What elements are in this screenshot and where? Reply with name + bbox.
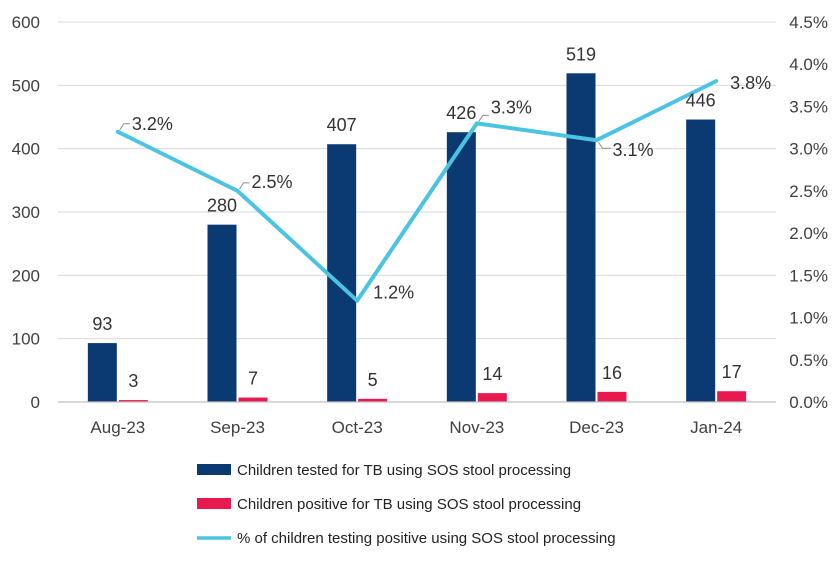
line-point-label: 3.3% (491, 97, 532, 117)
bar-tested-label: 93 (92, 314, 112, 334)
data-labels: 93 280 407 426 519 446 3 7 5 14 16 17 3.2% 2.5% 1.2% 3.… (92, 44, 771, 391)
legend-entry: Children positive for TB using SOS stool… (237, 496, 581, 513)
legend: Children tested for TB using SOS stool p… (197, 462, 616, 547)
legend-swatch (197, 498, 231, 509)
bar-tested-label: 280 (207, 196, 237, 216)
right-axis-tick-label: 3.0% (789, 140, 828, 159)
x-axis-category-label: Dec-23 (569, 418, 624, 437)
bar-tested (446, 132, 476, 402)
right-axis-tick-label: 0.5% (789, 351, 828, 370)
line-point-label: 1.2% (373, 283, 414, 303)
bar-positive-label: 14 (482, 364, 502, 384)
legend-entry: Children tested for TB using SOS stool p… (237, 462, 571, 479)
percent-line-path (115, 79, 719, 303)
left-axis-tick-label: 0 (31, 393, 40, 412)
right-axis-tick-label: 2.5% (789, 182, 828, 201)
line-point-label: 3.8% (730, 73, 771, 93)
left-axis-tick-label: 500 (12, 76, 40, 95)
bar-positive (118, 400, 148, 402)
bar-positive-label: 5 (368, 370, 378, 390)
axes: 0 100 200 300 400 500 600 0.0% 0.5% 1.0% 1.5% 2.0% 2… (12, 13, 828, 437)
bar-positive (238, 397, 268, 402)
right-axis-tick-label: 1.0% (789, 309, 828, 328)
line-label-leader (598, 141, 611, 149)
bar-positive-label: 3 (128, 371, 138, 391)
bar-tested (87, 343, 117, 402)
line-point-label: 2.5% (252, 172, 293, 192)
left-axis-tick-label: 300 (12, 203, 40, 222)
bar-positive-label: 17 (722, 362, 742, 382)
bar-positive-label: 16 (602, 363, 622, 383)
left-axis-tick-label: 100 (12, 330, 40, 349)
bar-positive (358, 398, 388, 402)
line-point-label: 3.2% (132, 114, 173, 134)
gridlines (58, 21, 776, 340)
x-axis-category-label: Sep-23 (210, 418, 265, 437)
bar-tested (207, 224, 237, 402)
left-axis-tick-label: 400 (12, 140, 40, 159)
x-axis-category-label: Jan-24 (690, 418, 742, 437)
line-label-leader (239, 182, 250, 190)
bar-tested (686, 119, 716, 403)
right-axis-tick-label: 4.0% (789, 55, 828, 74)
bar-tested-label: 519 (566, 44, 596, 64)
bar-tested-label: 446 (686, 91, 716, 111)
bar-positive-label: 7 (248, 369, 258, 389)
right-axis-tick-label: 0.0% (789, 393, 828, 412)
right-axis-tick-label: 3.5% (789, 97, 828, 116)
right-axis-tick-label: 1.5% (789, 266, 828, 285)
bar-tested (566, 73, 596, 403)
percent-line (115, 79, 719, 303)
x-axis-category-label: Oct-23 (332, 418, 383, 437)
left-axis-tick-label: 600 (12, 13, 40, 32)
legend-swatch (197, 464, 231, 475)
bar-tested-label: 426 (446, 103, 476, 123)
legend-entry: % of children testing positive using SOS… (237, 530, 616, 547)
right-axis-tick-label: 4.5% (789, 13, 828, 32)
left-axis-tick-label: 200 (12, 266, 40, 285)
x-axis-category-label: Aug-23 (90, 418, 145, 437)
x-axis-category-label: Nov-23 (449, 418, 504, 437)
line-point-label: 3.1% (613, 140, 654, 160)
right-axis-tick-label: 2.0% (789, 224, 828, 243)
line-label-leader (119, 123, 130, 131)
bar-tested (327, 144, 357, 402)
bar-tested-label: 407 (327, 115, 357, 135)
bar-positive (477, 393, 507, 402)
line-label-leader (478, 114, 489, 122)
bar-positive (597, 391, 627, 402)
bar-positive (717, 391, 747, 402)
bars (87, 73, 747, 403)
